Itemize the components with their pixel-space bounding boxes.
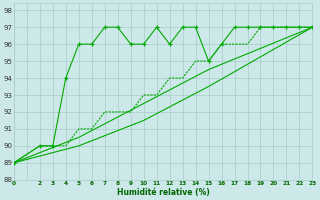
- X-axis label: Humidité relative (%): Humidité relative (%): [117, 188, 210, 197]
